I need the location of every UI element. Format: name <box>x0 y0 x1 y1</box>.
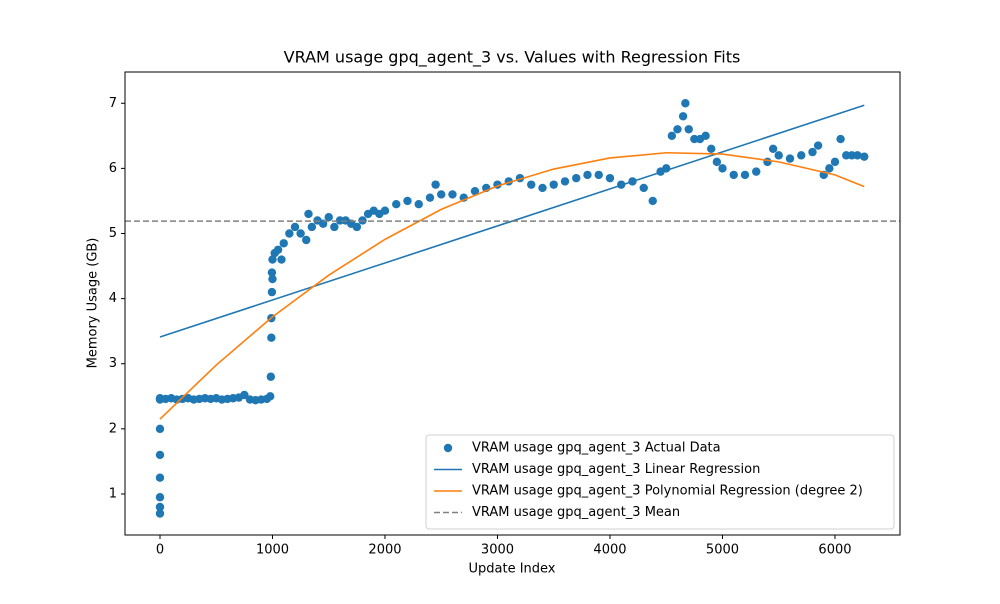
legend-label: VRAM usage gpq_agent_3 Actual Data <box>472 441 721 456</box>
regression-line <box>159 151 865 420</box>
data-point <box>304 209 313 219</box>
data-point <box>684 125 693 134</box>
data-point <box>155 424 165 434</box>
data-point <box>718 164 727 173</box>
data-point <box>267 287 277 297</box>
data-point <box>296 229 305 238</box>
data-point <box>729 170 738 180</box>
x-tick-label: 4000 <box>593 543 626 558</box>
data-point <box>678 112 688 121</box>
data-point <box>860 152 869 161</box>
data-point <box>853 151 862 160</box>
data-point <box>240 390 249 400</box>
data-point <box>549 180 558 189</box>
y-tick-label: 4 <box>109 291 117 306</box>
x-tick-label: 0 <box>156 543 164 558</box>
data-point <box>155 493 165 502</box>
legend-marker <box>443 443 453 453</box>
x-axis-label: Update Index <box>468 562 555 577</box>
y-tick-label: 5 <box>109 226 117 241</box>
data-point <box>155 473 165 482</box>
data-point <box>752 167 761 176</box>
data-point <box>560 177 570 186</box>
x-tick-label: 2000 <box>368 543 401 558</box>
data-point <box>701 131 710 141</box>
data-point <box>266 372 275 381</box>
data-point <box>352 222 362 232</box>
data-point <box>273 245 283 254</box>
data-point <box>267 268 277 277</box>
data-point <box>267 333 276 342</box>
data-point <box>740 170 750 180</box>
chart-title: VRAM usage gpq_agent_3 vs. Values with R… <box>284 48 741 68</box>
data-point <box>763 157 772 167</box>
y-tick-label: 7 <box>109 96 117 111</box>
data-point <box>307 222 317 232</box>
data-point <box>712 157 722 167</box>
axes-frame <box>124 71 901 536</box>
data-point <box>583 170 592 180</box>
data-point <box>290 222 300 232</box>
data-point <box>707 144 716 154</box>
data-point <box>527 180 536 189</box>
data-point <box>825 164 834 173</box>
data-point <box>448 190 457 199</box>
data-point <box>392 199 401 209</box>
data-point <box>268 255 277 264</box>
data-point <box>813 141 823 150</box>
data-point <box>648 196 657 206</box>
data-point <box>681 99 690 108</box>
data-point <box>324 213 333 222</box>
data-point <box>425 193 435 202</box>
data-point <box>268 274 277 284</box>
legend-box <box>425 434 895 530</box>
y-tick-label: 2 <box>109 421 117 436</box>
data-point <box>285 229 294 238</box>
y-tick-label: 1 <box>109 486 117 501</box>
data-point <box>437 190 446 199</box>
data-point <box>470 186 480 196</box>
data-point <box>266 392 275 401</box>
legend-label: VRAM usage gpq_agent_3 Linear Regression <box>472 462 760 477</box>
data-point <box>836 134 845 144</box>
data-point <box>785 154 795 163</box>
data-point <box>414 199 423 209</box>
data-point <box>277 255 286 264</box>
data-point <box>768 144 778 154</box>
legend-label: VRAM usage gpq_agent_3 Mean <box>472 505 680 520</box>
data-point <box>330 222 339 232</box>
data-point <box>797 151 806 160</box>
data-point <box>594 170 603 180</box>
data-point <box>279 239 288 248</box>
data-point <box>302 235 311 245</box>
y-tick-label: 6 <box>109 161 117 176</box>
data-point <box>639 183 648 193</box>
data-point <box>155 509 165 518</box>
x-tick-label: 5000 <box>706 543 739 558</box>
x-tick-label: 6000 <box>818 543 851 558</box>
data-point <box>431 180 440 189</box>
data-point <box>667 131 677 141</box>
data-point <box>605 173 615 183</box>
x-tick-label: 1000 <box>256 543 289 558</box>
y-axis-label: Memory Usage (GB) <box>86 238 101 369</box>
data-point <box>403 196 412 206</box>
data-point <box>155 450 165 460</box>
data-point <box>673 125 682 134</box>
y-tick-label: 3 <box>109 356 117 371</box>
x-tick-label: 3000 <box>481 543 514 558</box>
data-point <box>830 157 840 167</box>
data-point <box>572 173 581 183</box>
data-point <box>538 183 547 193</box>
data-point <box>774 151 783 160</box>
data-point <box>380 206 390 215</box>
legend-label: VRAM usage gpq_agent_3 Polynomial Regres… <box>472 484 863 499</box>
data-point <box>808 147 817 157</box>
data-point <box>155 502 165 512</box>
